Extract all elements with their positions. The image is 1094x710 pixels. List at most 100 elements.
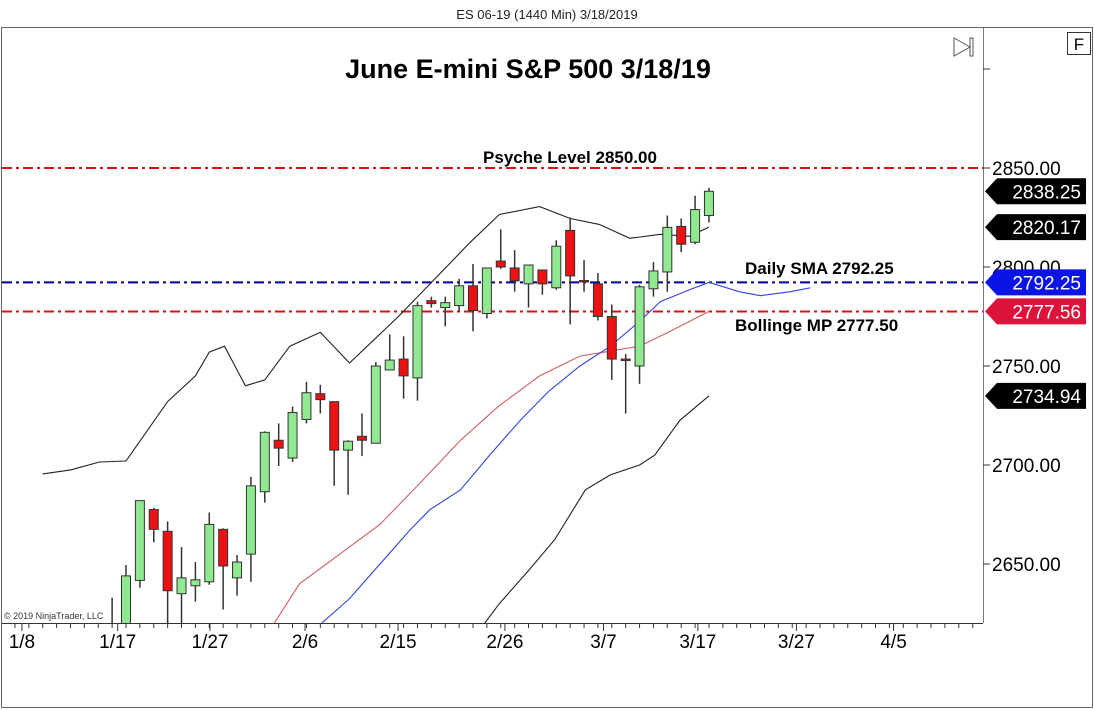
price-tag-shape	[985, 214, 1086, 241]
candle	[551, 240, 562, 290]
candle	[384, 334, 395, 371]
candle	[370, 362, 381, 444]
candle	[343, 440, 354, 495]
candle	[134, 500, 145, 588]
chart-title: June E-mini S&P 500 3/18/19	[345, 54, 711, 84]
candle	[565, 217, 576, 325]
price-tag: 2820.17	[985, 214, 1086, 241]
y-tick-label: 2850.00	[992, 159, 1061, 180]
candle	[232, 555, 243, 596]
candle	[190, 562, 201, 602]
candle-body-down	[315, 393, 326, 401]
scroll-to-end-icon	[953, 37, 972, 57]
sma-line	[321, 281, 811, 623]
candle-body-up	[648, 270, 659, 290]
candle-body-up	[481, 267, 492, 315]
candle-body-up	[690, 209, 701, 243]
candle-body-down	[273, 439, 284, 449]
candle-body-down	[468, 285, 478, 312]
candle-body-up	[412, 305, 423, 379]
price-tag-shape	[985, 298, 1086, 325]
candle-body-up	[301, 392, 312, 420]
candle	[454, 278, 465, 312]
candle	[356, 413, 367, 457]
candle	[495, 229, 506, 269]
candle	[245, 476, 256, 582]
price-tag-label: 2792.25	[1012, 273, 1081, 294]
candle-body-down	[606, 316, 617, 360]
candle	[218, 528, 229, 610]
candle	[176, 547, 187, 623]
copyright: © 2019 NinjaTrader, LLC	[4, 611, 104, 621]
y-tick-label: 2700.00	[992, 456, 1061, 477]
candle-body-down	[676, 225, 687, 245]
candle	[523, 264, 534, 308]
candle-body-down	[537, 269, 548, 285]
candle	[301, 381, 312, 424]
candle	[148, 507, 159, 543]
candle-body-down	[356, 435, 367, 441]
f-button-label: F	[1074, 35, 1084, 54]
candle	[315, 384, 326, 414]
candle-body-up	[454, 285, 465, 307]
x-tick-label: 1/17	[99, 632, 136, 653]
candle	[273, 423, 284, 466]
price-tag: 2838.25	[985, 178, 1086, 205]
candle-body-up	[523, 264, 534, 285]
x-tick-label: 2/6	[292, 632, 318, 653]
x-tick-label: 3/27	[778, 632, 815, 653]
f-button[interactable]: F	[1067, 32, 1091, 55]
price-tag-shape	[985, 382, 1086, 409]
candle	[287, 406, 298, 463]
y-tick-label: 2750.00	[992, 357, 1061, 378]
candle-body-up	[190, 579, 201, 587]
price-tag-shape	[985, 269, 1086, 296]
horizontal-line-label: Daily SMA 2792.25	[745, 259, 894, 278]
candle-body-down	[592, 283, 603, 317]
x-tick-label: 3/7	[590, 632, 616, 653]
price-tag-label: 2734.94	[1012, 387, 1081, 408]
upper-bollinger-band	[42, 206, 710, 475]
candle-body-up	[121, 575, 131, 623]
x-tick-label: 1/8	[9, 632, 35, 653]
price-tag-label: 2820.17	[1012, 218, 1081, 239]
candle	[620, 354, 631, 414]
candle	[259, 431, 270, 503]
candle-body-down	[329, 401, 340, 451]
price-tag-label: 2838.25	[1012, 182, 1081, 203]
y-tick-label: 2650.00	[992, 555, 1061, 576]
overlay-layer: Psyche Level 2850.00 Daily SMA 2792.25 Bol…	[9, 68, 1086, 653]
scroll-to-end-bar	[969, 37, 974, 57]
candle-body-down	[620, 358, 631, 362]
candle-body-down	[579, 279, 590, 283]
candle	[703, 187, 714, 223]
candle-body-down	[509, 267, 520, 282]
plot-area	[2, 167, 983, 623]
candle	[634, 284, 645, 384]
candle	[468, 264, 478, 332]
candle	[440, 296, 451, 327]
candle-body-up	[232, 561, 243, 579]
candle	[329, 401, 340, 486]
candle	[648, 262, 659, 297]
candle-body-up	[245, 485, 256, 555]
x-tick-label: 4/5	[880, 632, 906, 653]
candle-body-up	[634, 286, 645, 367]
candle	[509, 250, 520, 292]
candle	[426, 296, 437, 308]
candle-body-up	[134, 500, 145, 581]
horizontal-line-label: Psyche Level 2850.00	[483, 148, 657, 167]
candle	[579, 260, 590, 292]
candle-body-down	[162, 530, 173, 592]
candle-body-up	[370, 365, 381, 444]
x-tick-label: 1/27	[191, 632, 228, 653]
price-tag: 2734.94	[985, 382, 1086, 409]
scroll-to-end-button[interactable]	[953, 37, 974, 57]
candle	[412, 301, 423, 401]
candle-body-up	[384, 359, 395, 371]
candle-body-up	[176, 577, 187, 595]
candle	[111, 597, 113, 623]
candle	[162, 521, 173, 623]
